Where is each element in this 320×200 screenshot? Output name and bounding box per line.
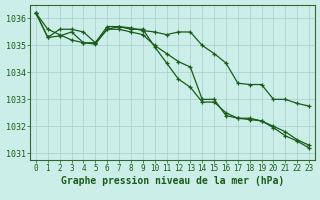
X-axis label: Graphe pression niveau de la mer (hPa): Graphe pression niveau de la mer (hPa)	[61, 176, 284, 186]
